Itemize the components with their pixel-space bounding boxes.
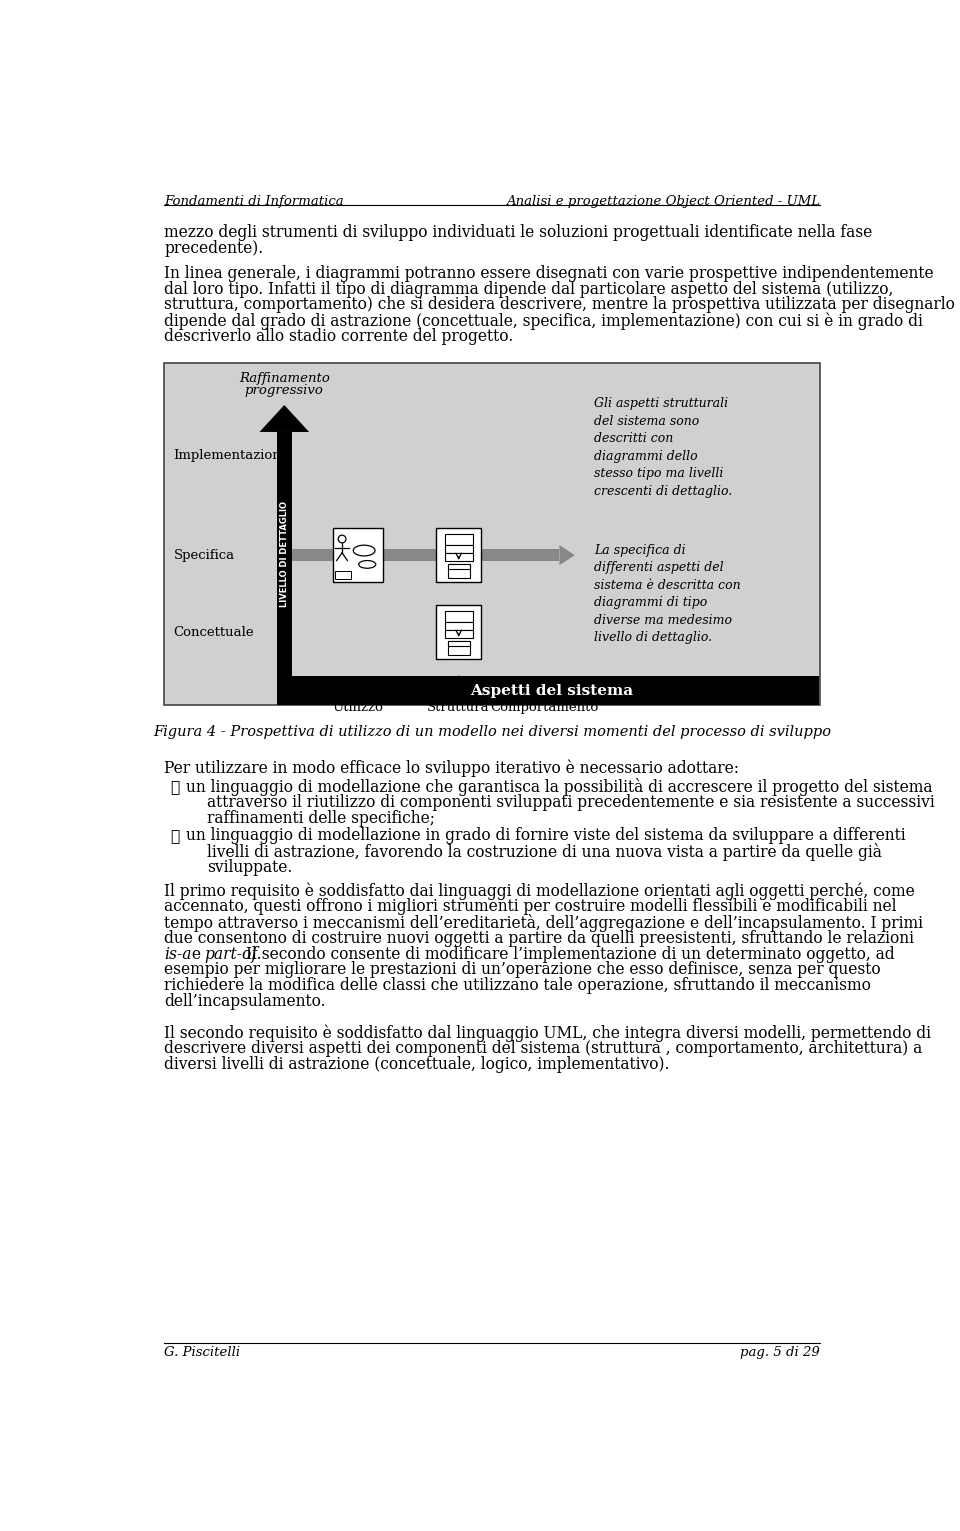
Text: mezzo degli strumenti di sviluppo individuati le soluzioni progettuali identific: mezzo degli strumenti di sviluppo indivi…: [164, 224, 873, 240]
Bar: [452, 677, 465, 697]
Text: Gli aspetti strutturali
del sistema sono
descritti con
diagrammi dello
stesso ti: Gli aspetti strutturali del sistema sono…: [594, 398, 732, 498]
Text: is-a: is-a: [164, 946, 192, 963]
Text: Analisi e progettazione Object Oriented - UML: Analisi e progettazione Object Oriented …: [506, 194, 820, 208]
Bar: [436, 528, 481, 582]
Polygon shape: [259, 406, 309, 432]
Bar: [447, 641, 469, 655]
Text: Concettuale: Concettuale: [174, 626, 254, 638]
Text: Fondamenti di Informatica: Fondamenti di Informatica: [164, 194, 344, 208]
Bar: [436, 605, 481, 660]
Text: Il secondo consente di modificare l’implementazione di un determinato oggetto, a: Il secondo consente di modificare l’impl…: [246, 946, 894, 963]
Text: due consentono di costruire nuovi oggetti a partire da quelli preesistenti, sfru: due consentono di costruire nuovi oggett…: [164, 929, 914, 946]
Polygon shape: [440, 675, 477, 697]
Bar: [333, 528, 383, 582]
Text: descrivere diversi aspetti dei componenti del sistema (struttura , comportamento: descrivere diversi aspetti dei component…: [164, 1040, 923, 1058]
Text: struttura, comportamento) che si desidera descrivere, mentre la prospettiva util: struttura, comportamento) che si desider…: [164, 297, 955, 314]
Text: ☞: ☞: [170, 827, 180, 844]
Text: Figura 4 - Prospettiva di utilizzo di un modello nei diversi momenti del process: Figura 4 - Prospettiva di utilizzo di un…: [153, 724, 831, 738]
Text: raffinamenti delle specifiche;: raffinamenti delle specifiche;: [206, 810, 435, 827]
Text: progressivo: progressivo: [245, 384, 324, 397]
Bar: [444, 553, 472, 560]
Text: un linguaggio di modellazione che garantisca la possibilità di accrescere il pro: un linguaggio di modellazione che garant…: [186, 778, 932, 796]
Text: livelli di astrazione, favorendo la costruzione di una nuova vista a partire da : livelli di astrazione, favorendo la cost…: [206, 844, 881, 860]
Text: part-of.: part-of.: [204, 946, 262, 963]
Text: pag. 5 di 29: pag. 5 di 29: [740, 1346, 820, 1360]
Text: Comportamento: Comportamento: [490, 701, 598, 715]
Text: sviluppate.: sviluppate.: [206, 859, 292, 876]
Polygon shape: [560, 545, 575, 565]
Bar: [444, 534, 472, 545]
Text: dipende dal grado di astrazione (concettuale, specifica, implementazione) con cu: dipende dal grado di astrazione (concett…: [164, 312, 924, 329]
Text: e: e: [187, 946, 206, 963]
Text: diversi livelli di astrazione (concettuale, logico, implementativo).: diversi livelli di astrazione (concettua…: [164, 1056, 670, 1073]
Text: LIVELLO DI DETTAGLIO: LIVELLO DI DETTAGLIO: [279, 501, 289, 606]
Text: Aspetti del sistema: Aspetti del sistema: [470, 684, 634, 698]
Bar: [276, 677, 819, 706]
Bar: [335, 571, 350, 579]
Text: Struttura: Struttura: [427, 701, 490, 715]
Text: un linguaggio di modellazione in grado di fornire viste del sistema da sviluppar: un linguaggio di modellazione in grado d…: [186, 827, 905, 844]
Text: La specifica di
differenti aspetti del
sistema è descritta con
diagrammi di tipo: La specifica di differenti aspetti del s…: [594, 544, 741, 645]
Text: richiedere la modifica delle classi che utilizzano tale operazione, sfruttando i: richiedere la modifica delle classi che …: [164, 977, 871, 994]
Bar: [444, 611, 472, 622]
Text: precedente).: precedente).: [164, 239, 263, 257]
Bar: [292, 550, 560, 562]
Text: Utilizzo: Utilizzo: [332, 701, 383, 715]
Bar: [444, 629, 472, 637]
Bar: [447, 641, 469, 646]
Text: attraverso il riutilizzo di componenti sviluppati precedentemente e sia resisten: attraverso il riutilizzo di componenti s…: [206, 795, 934, 811]
Text: esempio per migliorare le prestazioni di un’operazione che esso definisce, senza: esempio per migliorare le prestazioni di…: [164, 961, 881, 978]
Text: dal loro tipo. Infatti il tipo di diagramma dipende dal particolare aspetto del : dal loro tipo. Infatti il tipo di diagra…: [164, 280, 894, 297]
Text: dell’incapsulamento.: dell’incapsulamento.: [164, 994, 325, 1010]
Bar: [447, 565, 469, 570]
Text: In linea generale, i diagrammi potranno essere disegnati con varie prospettive i: In linea generale, i diagrammi potranno …: [164, 265, 934, 282]
Bar: [164, 363, 820, 706]
Text: Implementazione: Implementazione: [174, 449, 289, 461]
Text: accennato, questi offrono i migliori strumenti per costruire modelli flessibili : accennato, questi offrono i migliori str…: [164, 899, 897, 916]
Bar: [447, 565, 469, 579]
Text: Il secondo requisito è soddisfatto dal linguaggio UML, che integra diversi model: Il secondo requisito è soddisfatto dal l…: [164, 1024, 931, 1043]
Text: descriverlo allo stadio corrente del progetto.: descriverlo allo stadio corrente del pro…: [164, 328, 514, 344]
Text: G. Piscitelli: G. Piscitelli: [164, 1346, 240, 1360]
Text: tempo attraverso i meccanismi dell’ereditarietà, dell’aggregazione e dell’incaps: tempo attraverso i meccanismi dell’eredi…: [164, 914, 924, 932]
Text: Per utilizzare in modo efficace lo sviluppo iterativo è necessario adottare:: Per utilizzare in modo efficace lo svilu…: [164, 759, 739, 776]
Text: Specifica: Specifica: [174, 548, 234, 562]
Bar: [444, 622, 472, 629]
Bar: [444, 545, 472, 553]
Text: Il primo requisito è soddisfatto dai linguaggi di modellazione orientati agli og: Il primo requisito è soddisfatto dai lin…: [164, 882, 915, 900]
Text: ☞: ☞: [170, 778, 180, 795]
Bar: [276, 432, 292, 677]
Text: Raffinamento: Raffinamento: [239, 372, 329, 384]
